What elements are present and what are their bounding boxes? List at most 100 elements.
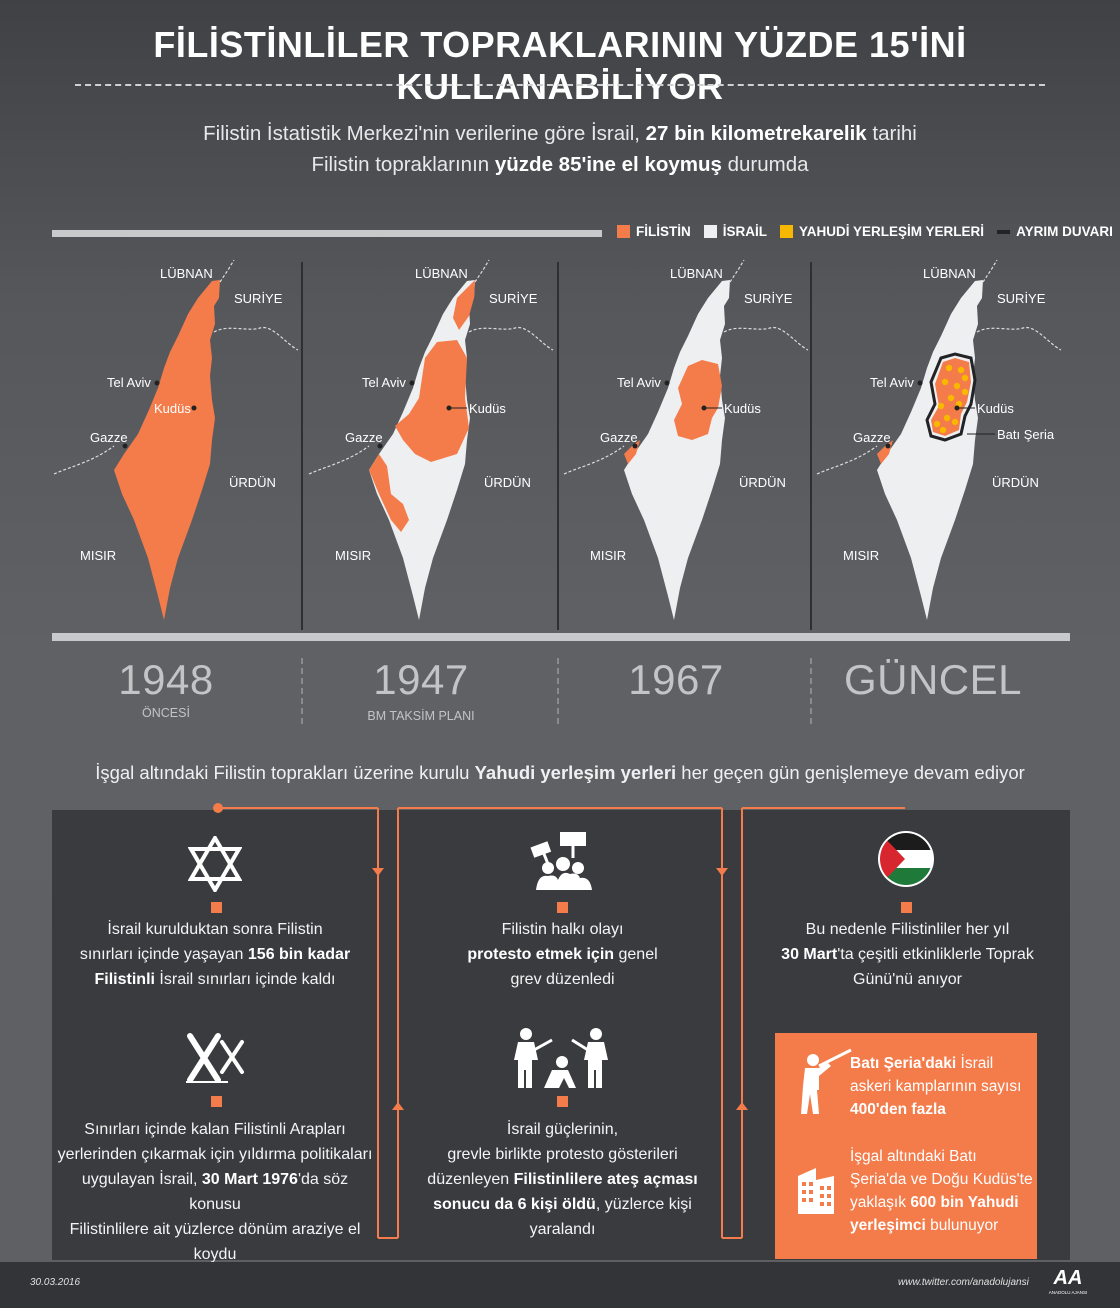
line-bold: yerleşimci bbox=[850, 1217, 926, 1234]
legend-label: FİLİSTİN bbox=[636, 224, 691, 239]
settlement-mark bbox=[943, 414, 951, 422]
settlement-sentence: İşgal altındaki Filistin toprakları üzer… bbox=[0, 762, 1120, 784]
intro-part1: Filistin İstatistik Merkezi'nin verileri… bbox=[203, 122, 646, 145]
settlement-mark bbox=[945, 364, 953, 372]
soldiers-icon bbox=[514, 1028, 608, 1088]
territory-galilee bbox=[453, 280, 475, 330]
legend-swatch bbox=[617, 225, 630, 238]
label-tel-aviv: Tel Aviv bbox=[107, 375, 151, 390]
label-kudus: Kudüs bbox=[724, 401, 761, 416]
protest-icon bbox=[530, 832, 592, 890]
years-bar bbox=[52, 633, 1070, 641]
map-separator bbox=[301, 262, 303, 630]
settlement-mark bbox=[947, 394, 955, 402]
settlement-part1: İşgal altındaki Filistin toprakları üzer… bbox=[95, 762, 475, 783]
line-bold: 600 bin Yahudi bbox=[910, 1194, 1019, 1211]
barbed-wire-icon bbox=[186, 1033, 244, 1083]
line: bulunuyor bbox=[925, 1217, 999, 1234]
line: Sınırları içinde kalan Filistinli Arapla… bbox=[84, 1121, 346, 1138]
city-dot bbox=[885, 443, 891, 449]
settlement-mark bbox=[953, 382, 961, 390]
border-line bbox=[816, 445, 878, 475]
settlement-mark bbox=[941, 378, 949, 386]
map-guncel: LÜBNAN SURİYE ÜRDÜN MISIR Tel Aviv Kudüs Gazze… bbox=[816, 259, 1062, 620]
border-line bbox=[563, 445, 625, 475]
line: Filistin halkı olayı bbox=[501, 921, 624, 938]
year-divider bbox=[301, 658, 303, 724]
year-label: 1948 bbox=[118, 656, 214, 703]
line-bold: Filistinli bbox=[94, 971, 155, 988]
line-bold: protesto etmek için bbox=[467, 946, 615, 963]
text-col1-top: İsrail kurulduktan sonra Filistin sınırl… bbox=[60, 917, 370, 992]
line-bold: Batı Şeria'daki bbox=[850, 1055, 957, 1072]
bullet-square bbox=[557, 1096, 568, 1107]
year-sub: ÖNCESİ bbox=[142, 706, 190, 720]
title-divider bbox=[75, 84, 1045, 86]
city-dot bbox=[191, 405, 197, 411]
line: 'ta çeşitli etkinliklerle Toprak bbox=[837, 946, 1034, 963]
label-tel-aviv: Tel Aviv bbox=[617, 375, 661, 390]
building-icon bbox=[798, 1168, 834, 1214]
border-line bbox=[308, 445, 370, 475]
bullet-square bbox=[557, 902, 568, 913]
legend-swatch bbox=[780, 225, 794, 238]
line-bold: Filistinlilere ateş açması bbox=[513, 1171, 698, 1188]
line: Filistinlilere ait yüzlerce dönüm araziy… bbox=[69, 1221, 361, 1238]
city-dot bbox=[409, 380, 415, 386]
footer-twitter-link[interactable]: www.twitter.com/anadolujansi bbox=[898, 1277, 1029, 1288]
text-col3-top: Bu nedenle Filistinliler her yıl 30 Mart… bbox=[760, 917, 1055, 992]
settlement-part2: her geçen gün genişlemeye devam ediyor bbox=[676, 762, 1025, 783]
label-urdun: ÜRDÜN bbox=[484, 475, 531, 490]
country-shape bbox=[114, 280, 220, 620]
territory-coast bbox=[369, 454, 409, 532]
year-divider bbox=[810, 658, 812, 724]
text-col2-top: Filistin halkı olayı protesto etmek için… bbox=[410, 917, 715, 992]
year-divider bbox=[557, 658, 559, 724]
footer bbox=[0, 1262, 1120, 1308]
label-kudus: Kudüs bbox=[154, 401, 191, 416]
city-dot bbox=[917, 380, 923, 386]
label-suriye: SURİYE bbox=[489, 291, 538, 306]
line: yaralandı bbox=[529, 1221, 596, 1238]
page-title: FİLİSTİNLİLER TOPRAKLARININ YÜZDE 15'İNİ… bbox=[153, 24, 967, 107]
settlement-mark bbox=[961, 388, 969, 396]
line: sınırları içinde yaşayan bbox=[79, 946, 248, 963]
country-shape bbox=[877, 280, 983, 620]
line-bold: 30 Mart bbox=[781, 946, 838, 963]
label-kudus: Kudüs bbox=[469, 401, 506, 416]
border-line bbox=[468, 326, 554, 351]
city-dot bbox=[377, 443, 383, 449]
border-line bbox=[219, 259, 235, 283]
text-col1-bottom: Sınırları içinde kalan Filistinli Arapla… bbox=[55, 1117, 375, 1267]
line-bold: sonucu da 6 kişi öldü bbox=[433, 1196, 596, 1213]
legend-item-israil: İSRAİL bbox=[703, 224, 768, 239]
line: İsrail bbox=[956, 1055, 994, 1072]
label-gazze: Gazze bbox=[600, 430, 638, 445]
intro-bold1: 27 bin kilometrekarelik bbox=[645, 122, 867, 145]
star-of-david-icon bbox=[188, 836, 242, 892]
line: Şeria'da ve Doğu Kudüs'te bbox=[850, 1171, 1033, 1188]
label-urdun: ÜRDÜN bbox=[229, 475, 276, 490]
palestine-flag-icon bbox=[878, 831, 934, 887]
line: İşgal altındaki Batı bbox=[850, 1148, 977, 1165]
line: koydu bbox=[193, 1246, 237, 1263]
line-bold: 30 Mart 1976 bbox=[201, 1171, 298, 1188]
line: genel bbox=[614, 946, 658, 963]
year-sub: BM TAKSİM PLANI bbox=[367, 709, 475, 723]
logo-text: AA bbox=[1053, 1267, 1083, 1289]
label-suriye: SURİYE bbox=[234, 291, 283, 306]
intro-part2: tarihi bbox=[866, 122, 917, 145]
orange-item-1: Batı Şeria'daki İsrail askeri kamplarını… bbox=[850, 1052, 1035, 1121]
border-line bbox=[53, 445, 115, 475]
label-gazze: Gazze bbox=[853, 430, 891, 445]
label-lubnan: LÜBNAN bbox=[670, 266, 723, 281]
intro-bold2: yüzde 85'ine el koymuş bbox=[494, 153, 722, 176]
border-line bbox=[982, 259, 998, 283]
line: uygulayan İsrail, bbox=[81, 1171, 202, 1188]
legend-label: İSRAİL bbox=[722, 224, 768, 239]
line-bold: 156 bin kadar bbox=[247, 946, 351, 963]
year-label: 1967 bbox=[628, 656, 724, 703]
legend-item-filistin: FİLİSTİN bbox=[617, 224, 691, 239]
label-tel-aviv: Tel Aviv bbox=[870, 375, 914, 390]
